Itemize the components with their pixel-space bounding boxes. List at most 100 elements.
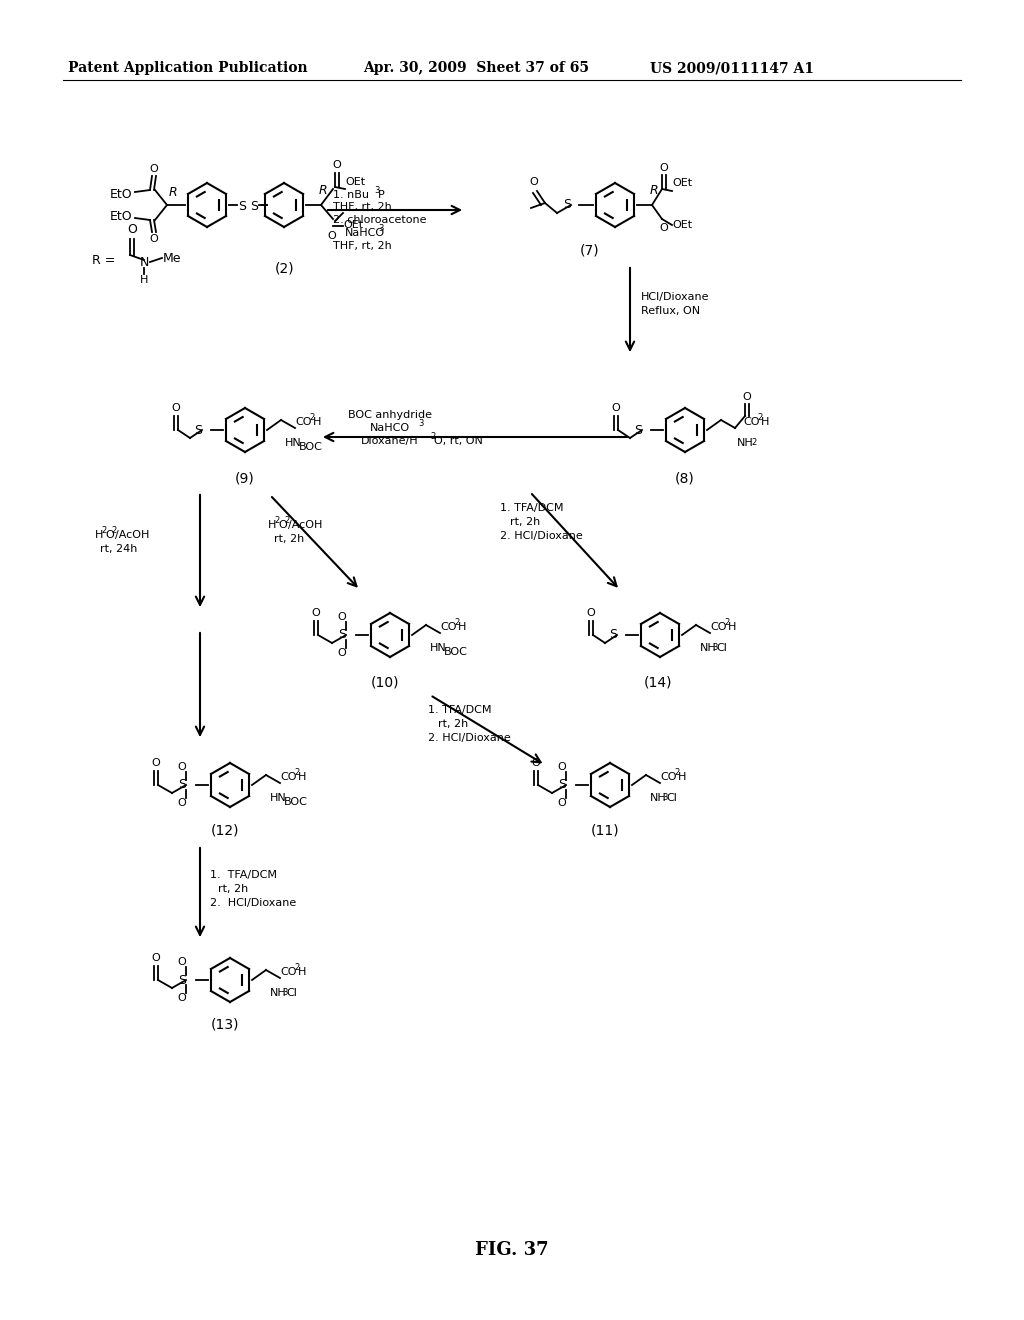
- Text: O: O: [558, 799, 566, 808]
- Text: (2): (2): [275, 261, 295, 275]
- Text: N: N: [139, 256, 148, 268]
- Text: OEt: OEt: [345, 177, 366, 187]
- Text: Me: Me: [163, 252, 181, 264]
- Text: 3: 3: [282, 987, 288, 997]
- Text: 2: 2: [101, 525, 106, 535]
- Text: US 2009/0111147 A1: US 2009/0111147 A1: [650, 61, 814, 75]
- Text: R: R: [319, 185, 328, 198]
- Text: NH: NH: [270, 987, 287, 998]
- Text: NH: NH: [650, 793, 667, 803]
- Text: NaHCO: NaHCO: [370, 422, 410, 433]
- Text: Cl: Cl: [716, 643, 727, 653]
- Text: 1. TFA/DCM: 1. TFA/DCM: [428, 705, 492, 715]
- Text: 3: 3: [712, 643, 718, 652]
- Text: H: H: [95, 531, 103, 540]
- Text: O: O: [529, 177, 539, 187]
- Text: O: O: [611, 403, 621, 413]
- Text: S: S: [238, 199, 246, 213]
- Text: Dioxane/H: Dioxane/H: [361, 436, 419, 446]
- Text: rt, 2h: rt, 2h: [510, 517, 541, 527]
- Text: HN: HN: [285, 438, 302, 447]
- Text: 2: 2: [294, 964, 299, 972]
- Text: H: H: [298, 772, 306, 781]
- Text: O: O: [659, 223, 668, 234]
- Text: 1. TFA/DCM: 1. TFA/DCM: [500, 503, 563, 513]
- Text: 2. HCl/Dioxane: 2. HCl/Dioxane: [428, 733, 511, 743]
- Text: 2: 2: [454, 618, 459, 627]
- Text: O: O: [177, 799, 186, 808]
- Text: (10): (10): [371, 675, 399, 689]
- Text: rt, 2h: rt, 2h: [438, 719, 468, 729]
- Text: O: O: [742, 392, 752, 403]
- Text: (13): (13): [211, 1018, 240, 1032]
- Text: CO: CO: [743, 417, 760, 426]
- Text: BOC: BOC: [444, 647, 468, 657]
- Text: 2: 2: [284, 516, 289, 525]
- Text: EtO: EtO: [110, 210, 132, 223]
- Text: 2. HCl/Dioxane: 2. HCl/Dioxane: [500, 531, 583, 541]
- Text: S: S: [563, 198, 571, 211]
- Text: Apr. 30, 2009  Sheet 37 of 65: Apr. 30, 2009 Sheet 37 of 65: [362, 61, 589, 75]
- Text: O: O: [152, 758, 161, 768]
- Text: Cl: Cl: [666, 793, 677, 803]
- Text: O: O: [338, 648, 346, 657]
- Text: O: O: [177, 957, 186, 968]
- Text: 2: 2: [751, 438, 757, 447]
- Text: rt, 2h: rt, 2h: [274, 535, 304, 544]
- Text: S: S: [250, 199, 258, 213]
- Text: HN: HN: [430, 643, 446, 653]
- Text: O: O: [152, 953, 161, 964]
- Text: 2: 2: [309, 413, 314, 422]
- Text: H: H: [761, 417, 769, 426]
- Text: 3: 3: [378, 224, 383, 234]
- Text: S: S: [178, 779, 186, 792]
- Text: S: S: [634, 424, 642, 437]
- Text: CO: CO: [440, 622, 457, 632]
- Text: EtO: EtO: [110, 187, 132, 201]
- Text: O: O: [150, 164, 159, 174]
- Text: CO: CO: [280, 772, 297, 781]
- Text: O: O: [338, 612, 346, 622]
- Text: Cl: Cl: [286, 987, 297, 998]
- Text: HN: HN: [270, 793, 287, 803]
- Text: (9): (9): [236, 471, 255, 484]
- Text: 2: 2: [757, 413, 762, 422]
- Text: (11): (11): [591, 822, 620, 837]
- Text: 2: 2: [274, 516, 280, 525]
- Text: R: R: [650, 185, 658, 198]
- Text: 2: 2: [674, 768, 679, 777]
- Text: NH: NH: [737, 438, 754, 447]
- Text: 3: 3: [374, 186, 379, 195]
- Text: CO: CO: [280, 968, 297, 977]
- Text: H: H: [313, 417, 322, 426]
- Text: O: O: [105, 531, 114, 540]
- Text: (14): (14): [644, 675, 672, 689]
- Text: Reflux, ON: Reflux, ON: [641, 306, 700, 315]
- Text: P: P: [378, 190, 385, 201]
- Text: O: O: [172, 403, 180, 413]
- Text: O: O: [278, 520, 287, 531]
- Text: 1.  TFA/DCM: 1. TFA/DCM: [210, 870, 278, 880]
- Text: H: H: [678, 772, 686, 781]
- Text: S: S: [178, 974, 186, 986]
- Text: 1. nBu: 1. nBu: [333, 190, 369, 201]
- Text: THF, rt, 2h: THF, rt, 2h: [333, 202, 392, 213]
- Text: S: S: [558, 779, 566, 792]
- Text: NaHCO: NaHCO: [345, 228, 385, 238]
- Text: O: O: [311, 609, 321, 618]
- Text: O: O: [177, 993, 186, 1003]
- Text: H: H: [728, 622, 736, 632]
- Text: 2: 2: [724, 618, 729, 627]
- Text: O: O: [531, 758, 541, 768]
- Text: CO: CO: [660, 772, 677, 781]
- Text: NH: NH: [700, 643, 717, 653]
- Text: (8): (8): [675, 471, 695, 484]
- Text: (12): (12): [211, 822, 240, 837]
- Text: H: H: [268, 520, 276, 531]
- Text: OEt: OEt: [672, 220, 692, 230]
- Text: H: H: [458, 622, 466, 632]
- Text: THF, rt, 2h: THF, rt, 2h: [333, 242, 392, 251]
- Text: O: O: [587, 609, 595, 618]
- Text: (7): (7): [581, 243, 600, 257]
- Text: CO: CO: [710, 622, 726, 632]
